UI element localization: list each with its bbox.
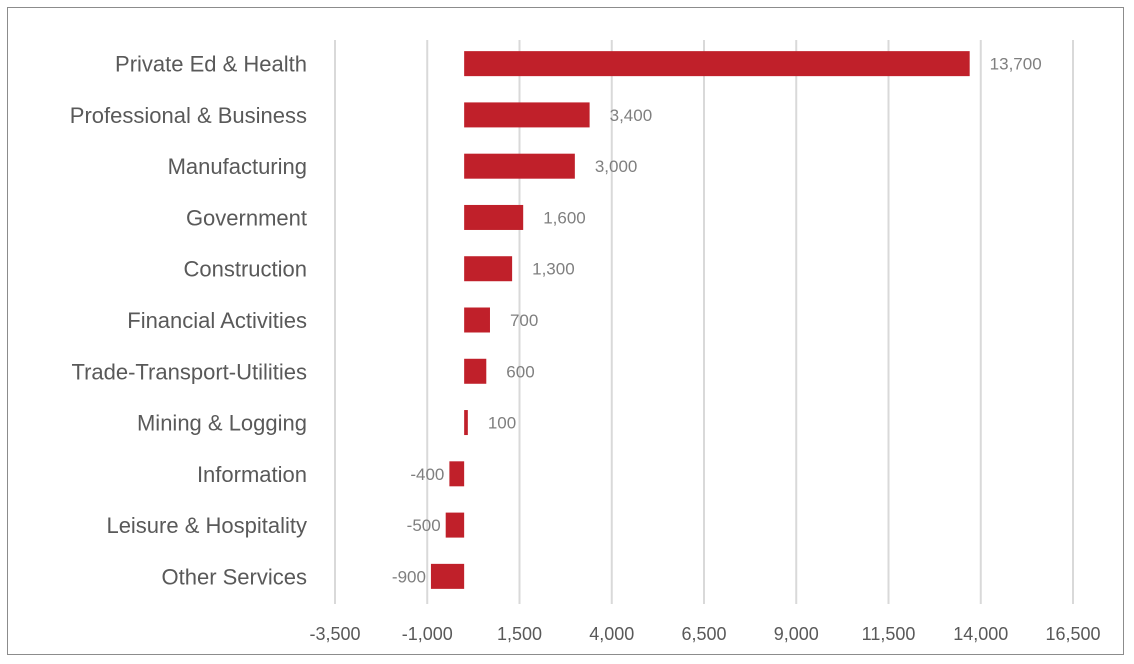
x-tick-label: 6,500 xyxy=(681,624,726,644)
bar xyxy=(449,461,465,487)
x-tick-label: 11,500 xyxy=(862,624,916,644)
category-label: Private Ed & Health xyxy=(115,52,307,77)
bar xyxy=(464,256,513,282)
data-label: 3,400 xyxy=(610,106,653,125)
data-label: 600 xyxy=(506,362,534,381)
bar xyxy=(464,307,490,333)
bar xyxy=(445,512,465,538)
x-tick-label: 16,500 xyxy=(1045,624,1100,644)
bars xyxy=(430,51,970,589)
bar xyxy=(464,358,487,384)
x-axis-tick-labels: -3,500 -1,000 1,500 4,000 6,500 9,000 11,500 14… xyxy=(309,624,1100,644)
category-label: Professional & Business xyxy=(70,103,307,128)
category-label: Trade-Transport-Utilities xyxy=(71,359,307,384)
bar xyxy=(464,153,575,179)
data-label: 700 xyxy=(510,311,538,330)
x-tick-label: 4,000 xyxy=(589,624,634,644)
data-label: -500 xyxy=(407,516,441,535)
bar xyxy=(464,204,524,230)
data-label: 3,000 xyxy=(595,157,638,176)
bar xyxy=(464,102,590,128)
category-label: Other Services xyxy=(162,564,308,589)
bar xyxy=(464,51,970,77)
category-label: Financial Activities xyxy=(127,308,307,333)
category-label: Mining & Logging xyxy=(137,411,307,436)
data-label: -900 xyxy=(392,567,426,586)
x-tick-label: -1,000 xyxy=(402,624,453,644)
data-label: 1,600 xyxy=(543,208,586,227)
x-tick-label: -3,500 xyxy=(309,624,360,644)
gridlines xyxy=(334,40,1074,604)
data-label: -400 xyxy=(410,465,444,484)
category-label: Government xyxy=(186,205,307,230)
x-tick-label: 1,500 xyxy=(497,624,542,644)
category-labels: Private Ed & Health Professional & Busine… xyxy=(70,52,307,590)
data-label: 13,700 xyxy=(990,55,1042,74)
data-labels: 13,700 3,400 3,000 1,600 1,300 700 600 100 -400 -… xyxy=(392,55,1042,587)
x-tick-label: 14,000 xyxy=(953,624,1008,644)
data-label: 100 xyxy=(488,414,516,433)
category-label: Manufacturing xyxy=(168,154,307,179)
category-label: Information xyxy=(197,462,307,487)
category-label: Leisure & Hospitality xyxy=(106,513,307,538)
bar xyxy=(430,563,465,589)
bar xyxy=(464,410,468,436)
data-label: 1,300 xyxy=(532,260,575,279)
category-label: Construction xyxy=(183,257,307,282)
x-tick-label: 9,000 xyxy=(774,624,819,644)
